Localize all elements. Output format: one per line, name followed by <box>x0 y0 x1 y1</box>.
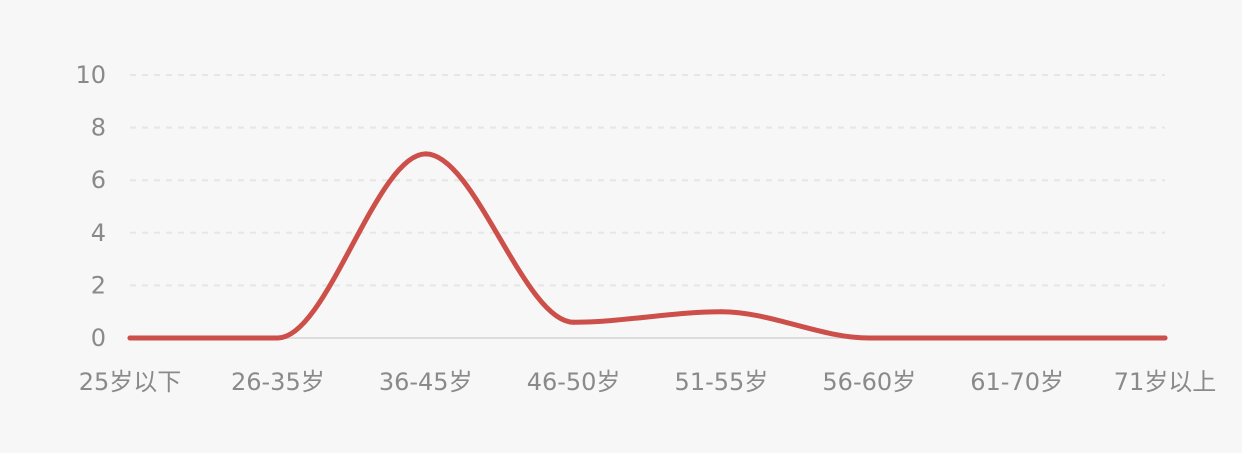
y-axis: 0 2 4 6 8 10 <box>75 61 106 352</box>
data-point <box>127 335 133 341</box>
data-point <box>1014 335 1020 341</box>
y-tick-label: 8 <box>91 114 106 142</box>
x-tick-label: 51-55岁 <box>675 368 769 396</box>
data-point <box>718 309 724 315</box>
x-tick-label: 56-60岁 <box>822 368 916 396</box>
x-tick-label: 71岁以上 <box>1114 368 1217 396</box>
data-point <box>1162 335 1168 341</box>
x-tick-label: 26-35岁 <box>231 368 325 396</box>
x-tick-label: 36-45岁 <box>379 368 473 396</box>
y-tick-label: 4 <box>91 219 106 247</box>
data-point <box>423 151 429 157</box>
y-tick-label: 10 <box>75 61 106 89</box>
x-tick-label: 25岁以下 <box>79 368 182 396</box>
y-tick-label: 2 <box>91 271 106 299</box>
data-point <box>571 319 577 325</box>
series-line <box>127 151 1168 341</box>
data-point <box>275 335 281 341</box>
series-layer <box>127 151 1168 341</box>
y-tick-label: 0 <box>91 324 106 352</box>
grid-lines <box>130 74 1165 339</box>
x-tick-label: 61-70岁 <box>970 368 1064 396</box>
data-point <box>866 335 872 341</box>
x-axis: 25岁以下 26-35岁 36-45岁 46-50岁 51-55岁 56-60岁 61-70… <box>79 368 1217 396</box>
y-tick-label: 6 <box>91 166 106 194</box>
x-tick-label: 46-50岁 <box>527 368 621 396</box>
